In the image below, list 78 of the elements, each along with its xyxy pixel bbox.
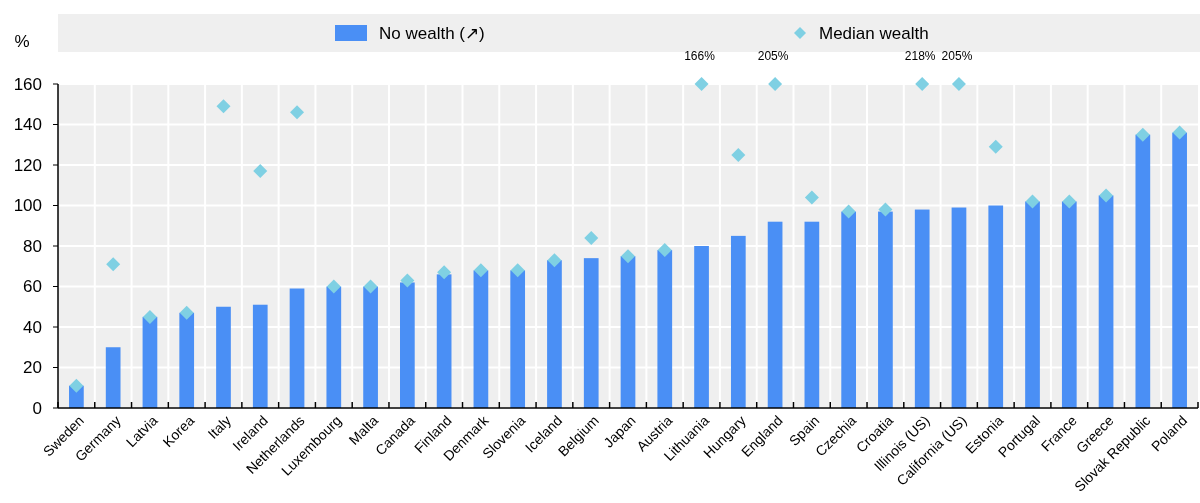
bar bbox=[988, 205, 1004, 408]
point bbox=[253, 164, 268, 179]
y-tick-label: 120 bbox=[13, 155, 42, 175]
bar bbox=[1025, 201, 1040, 408]
point bbox=[216, 99, 231, 114]
y-tick-label: 140 bbox=[13, 115, 42, 135]
point bbox=[1135, 127, 1150, 142]
point bbox=[768, 77, 783, 91]
bar bbox=[105, 347, 121, 408]
bar bbox=[730, 235, 746, 408]
point bbox=[400, 273, 415, 288]
point bbox=[878, 202, 893, 217]
y-axis-title: % bbox=[14, 32, 30, 51]
annotation: 166% bbox=[684, 49, 716, 63]
bar bbox=[1135, 134, 1151, 408]
bar bbox=[841, 211, 856, 408]
point bbox=[1172, 125, 1187, 140]
point bbox=[510, 263, 525, 278]
bar bbox=[400, 282, 415, 408]
bar bbox=[1172, 132, 1187, 408]
point bbox=[731, 147, 746, 162]
bar bbox=[1061, 201, 1077, 408]
y-tick-label: 60 bbox=[23, 277, 42, 297]
bar bbox=[1098, 195, 1114, 408]
point bbox=[841, 204, 856, 219]
point bbox=[988, 139, 1003, 154]
point bbox=[473, 263, 488, 278]
bar bbox=[767, 221, 783, 408]
bar bbox=[951, 207, 967, 408]
y-tick-label: 160 bbox=[13, 74, 42, 94]
bar bbox=[473, 270, 489, 408]
point bbox=[621, 249, 635, 264]
point bbox=[547, 253, 562, 268]
point bbox=[142, 309, 157, 324]
legend-label: No wealth (↗) bbox=[379, 23, 485, 43]
y-tick-label: 100 bbox=[13, 196, 42, 216]
point bbox=[694, 77, 709, 91]
point bbox=[657, 243, 672, 258]
bar bbox=[583, 258, 599, 408]
point bbox=[804, 190, 819, 205]
point bbox=[437, 265, 452, 280]
point bbox=[106, 257, 121, 272]
point bbox=[69, 378, 84, 393]
bar bbox=[657, 250, 673, 408]
bar bbox=[804, 221, 820, 408]
bar bbox=[510, 270, 526, 408]
point bbox=[363, 279, 378, 294]
annotation: 205% bbox=[941, 49, 973, 63]
x-tick-label: Italy bbox=[204, 412, 235, 442]
bar bbox=[252, 304, 268, 408]
y-tick-label: 80 bbox=[23, 236, 42, 256]
annotation: 218% bbox=[904, 49, 936, 63]
y-tick-label: 0 bbox=[32, 398, 42, 418]
y-tick-label: 20 bbox=[23, 358, 42, 378]
bar bbox=[142, 316, 158, 408]
bar bbox=[363, 286, 378, 408]
legend-label: Median wealth bbox=[819, 23, 929, 43]
bar bbox=[694, 246, 709, 408]
bar bbox=[620, 256, 636, 408]
bar bbox=[547, 260, 562, 408]
point bbox=[951, 77, 966, 91]
point bbox=[915, 77, 930, 91]
bar bbox=[289, 288, 305, 408]
bar bbox=[914, 209, 930, 408]
point bbox=[584, 230, 599, 245]
bar bbox=[179, 312, 195, 408]
point bbox=[1062, 194, 1077, 209]
y-tick-label: 40 bbox=[23, 317, 42, 337]
bar bbox=[436, 274, 452, 408]
point bbox=[1025, 194, 1040, 209]
point bbox=[1099, 188, 1114, 203]
point bbox=[179, 305, 194, 320]
point bbox=[326, 279, 341, 294]
point bbox=[290, 105, 305, 120]
annotation: 205% bbox=[757, 49, 789, 63]
bar bbox=[326, 286, 342, 408]
bar bbox=[878, 211, 893, 408]
bar bbox=[216, 306, 231, 408]
